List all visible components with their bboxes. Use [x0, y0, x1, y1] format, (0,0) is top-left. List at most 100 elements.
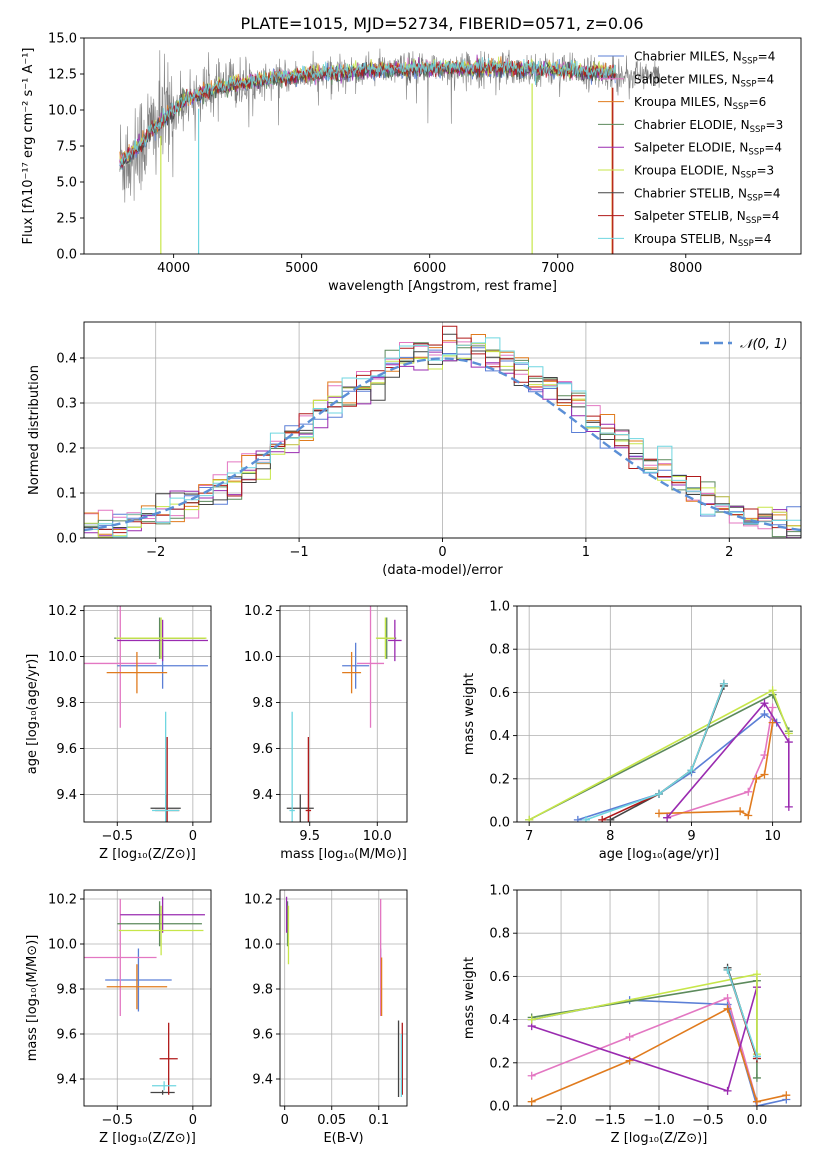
mass-vs-EBV-panel: 0 0.05 0.1 9.4 9.6 9.8 10.0 10.2 E(B-V)	[244, 889, 408, 1146]
weight-line	[726, 969, 758, 1057]
x-tick-label: −0.5	[692, 1113, 724, 1128]
weight-vs-age-grid	[517, 605, 801, 823]
legend-text: Kroupa STELIB, N	[634, 232, 738, 246]
y-tick-label: 5.0	[56, 176, 77, 191]
legend-subscript: SSP	[748, 148, 764, 158]
age-vs-Z-xlabel: Z [log₁₀(Z/Z⊙)]	[99, 847, 196, 862]
legend-entry: Chabrier MILES, NSSP=4	[634, 50, 775, 67]
x-tick-label: 1	[582, 545, 590, 560]
x-tick-label: 4000	[157, 261, 190, 276]
legend-subscript: SSP	[738, 239, 754, 249]
age-vs-mass-xlabel: mass [log₁₀(M/M⊙)]	[280, 847, 407, 862]
weight-point	[687, 766, 696, 775]
y-tick-label: 10.2	[244, 893, 273, 908]
y-tick-label: 0.4	[489, 1013, 510, 1028]
legend-entry: Salpeter ELODIE, NSSP=4	[634, 141, 782, 158]
legend-text: Salpeter STELIB, N	[634, 209, 746, 223]
legend-text: =4	[764, 141, 782, 155]
legend-subscript: SSP	[746, 216, 762, 226]
y-tick-label: 0.4	[56, 352, 77, 367]
weight-point	[655, 809, 663, 818]
weight-line	[609, 685, 725, 821]
age-vs-mass-panel: 9.5 10.0 9.4 9.6 9.8 10.0 10.2 mass [log₁₀(M/M⊙…	[244, 604, 408, 862]
weight-point	[768, 686, 777, 695]
weight-point	[768, 718, 777, 727]
x-tick-label: 7	[525, 829, 533, 844]
weight-line	[531, 996, 758, 1102]
residuals-xlabel: (data-model)/error	[382, 563, 503, 578]
weight-line	[528, 693, 790, 821]
weight-vs-age-frame	[516, 605, 802, 823]
y-tick-label: 9.4	[252, 788, 273, 803]
mass-vs-EBV-plot-area	[285, 896, 403, 1097]
x-tick-label: 2	[725, 545, 733, 560]
weight-point	[784, 802, 793, 811]
weight-point	[784, 729, 793, 738]
y-tick-label: 10.0	[48, 104, 77, 119]
y-tick-label: 0.8	[489, 927, 510, 942]
y-tick-label: 2.5	[56, 212, 77, 227]
age-vs-Z-grid	[84, 606, 211, 822]
legend-text: =6	[749, 95, 767, 109]
legend-text: =4	[754, 232, 772, 246]
age-vs-mass-frame	[279, 605, 408, 823]
y-tick-label: 9.6	[252, 742, 273, 757]
legend-entry: Kroupa STELIB, NSSP=4	[634, 232, 772, 249]
weight-point	[752, 774, 761, 783]
y-tick-label: 9.8	[56, 983, 77, 998]
y-tick-label: 0.1	[56, 487, 77, 502]
spectrum-ylabel: Flux [fλ10⁻¹⁷ erg cm⁻² s⁻¹ A⁻¹]	[21, 48, 36, 245]
weight-point	[719, 679, 728, 688]
legend-subscript: SSP	[750, 125, 766, 135]
y-tick-label: 7.5	[56, 140, 77, 155]
legend-entry: Salpeter MILES, NSSP=4	[634, 72, 774, 89]
weight-vs-Z-xlabel: Z [log₁₀(Z/Z⊙)]	[611, 1131, 708, 1146]
weight-point	[527, 1097, 536, 1106]
weight-vs-Z-grid	[517, 889, 801, 1107]
y-tick-label: 9.4	[56, 788, 77, 803]
age-vs-mass-plot-area	[286, 606, 402, 822]
x-tick-label: 0	[189, 1113, 197, 1128]
y-tick-label: 0.2	[489, 772, 510, 787]
x-tick-label: −2.0	[545, 1113, 577, 1128]
mass-vs-Z-frame	[83, 889, 212, 1107]
weight-point	[527, 1071, 536, 1080]
spectrum-legend: Chabrier MILES, NSSP=4 Salpeter MILES, NS…	[598, 50, 783, 249]
x-tick-label: 5000	[285, 261, 318, 276]
y-tick-label: 0.2	[489, 1056, 510, 1071]
y-tick-label: 10.2	[244, 604, 273, 619]
y-tick-label: 9.8	[56, 696, 77, 711]
mass-vs-Z-panel: −0.5 0 9.4 9.6 9.8 10.0 10.2 Z [log₁₀(Z/Z⊙)] mas…	[25, 889, 212, 1146]
legend-text: =4	[758, 50, 776, 64]
weight-point	[581, 815, 590, 822]
weight-point	[723, 994, 732, 1002]
legend-text: =4	[763, 186, 781, 200]
weight-line	[666, 707, 774, 819]
weight-line	[666, 701, 790, 819]
weight-vs-age-ylabel: mass weight	[462, 673, 477, 755]
legend-text: =4	[762, 209, 780, 223]
y-tick-label: 15.0	[48, 32, 77, 47]
weight-point	[752, 1073, 761, 1082]
weight-point	[782, 1091, 791, 1100]
weight-line	[585, 683, 725, 821]
weight-point	[527, 1015, 536, 1024]
y-tick-label: 10.0	[244, 938, 273, 953]
y-tick-label: 0.8	[489, 643, 510, 658]
spectrum-panel: 4000 5000 6000 7000 8000 0.0 2.5 5.0 7.5 10.0 12.5…	[21, 32, 802, 294]
legend-text: Kroupa ELODIE, N	[634, 164, 741, 178]
age-vs-mass-grid	[280, 606, 407, 822]
legend-entry: Salpeter STELIB, NSSP=4	[634, 209, 779, 226]
x-tick-label: −1.0	[643, 1113, 675, 1128]
legend-entry: Chabrier ELODIE, NSSP=3	[634, 118, 783, 135]
legend-subscript: SSP	[742, 57, 758, 67]
legend-entry: Kroupa MILES, NSSP=6	[634, 95, 766, 112]
residuals-panel: −2 −1 0 1 2 0.0 0.1 0.2 0.3 0.4 (data-model)/error…	[27, 321, 802, 578]
y-tick-label: 1.0	[489, 600, 510, 615]
y-tick-label: 0.0	[489, 1100, 510, 1115]
y-tick-label: 0.6	[489, 970, 510, 985]
x-tick-label: 0	[189, 829, 197, 844]
y-tick-label: 10.0	[244, 650, 273, 665]
weight-point	[752, 1052, 761, 1061]
